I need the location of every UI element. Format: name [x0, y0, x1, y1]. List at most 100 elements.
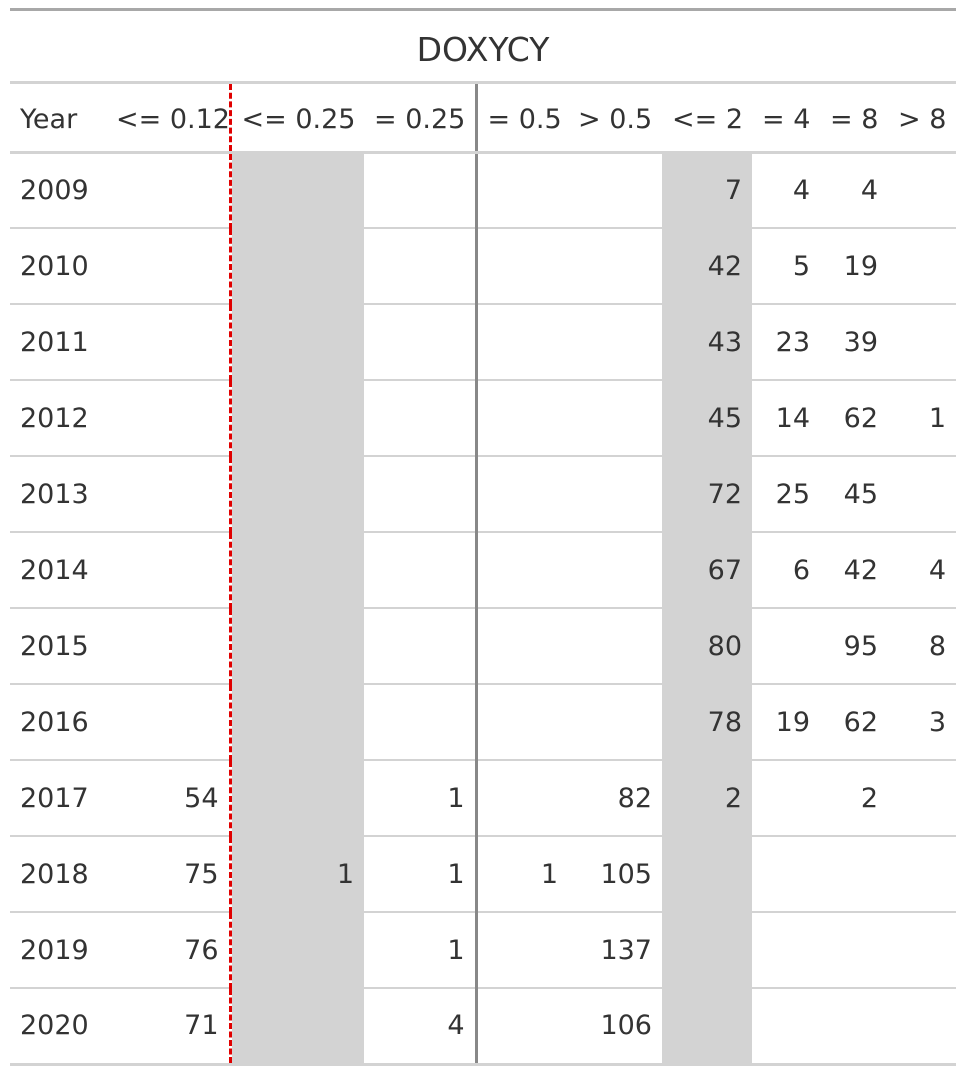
count-cell [364, 608, 478, 685]
table-row: 2013 72 25 45 [10, 456, 956, 533]
table-row: 2015 80 95 8 [10, 608, 956, 685]
count-cell [476, 228, 568, 305]
count-cell [752, 608, 820, 685]
count-cell: 7 [662, 152, 752, 229]
column-header: = 4 [752, 84, 820, 154]
count-cell [364, 380, 478, 457]
count-cell [364, 228, 478, 305]
count-cell: 1 [364, 836, 478, 913]
count-cell [476, 380, 568, 457]
count-cell: 19 [820, 228, 888, 305]
table-row: 2014 67 6 42 4 [10, 532, 956, 609]
count-cell: 137 [568, 912, 662, 989]
count-cell: 6 [752, 532, 820, 609]
count-cell [230, 152, 364, 229]
year-cell: 2020 [10, 988, 106, 1066]
count-cell: 45 [820, 456, 888, 533]
count-cell [106, 380, 232, 457]
count-cell: 42 [820, 532, 888, 609]
count-cell: 95 [820, 608, 888, 685]
header-row: Year <= 0.12 <= 0.25 = 0.25 = 0.5 > 0.5 … [10, 84, 956, 154]
mic-table: Year <= 0.12 <= 0.25 = 0.25 = 0.5 > 0.5 … [10, 84, 956, 1066]
count-cell: 4 [752, 152, 820, 229]
title-rule [10, 81, 956, 84]
count-cell: 62 [820, 684, 888, 761]
column-header-year: Year [10, 84, 106, 154]
count-cell [106, 152, 232, 229]
count-cell [662, 912, 752, 989]
count-cell: 1 [364, 760, 478, 837]
count-cell [364, 684, 478, 761]
count-cell [106, 532, 232, 609]
count-cell: 4 [820, 152, 888, 229]
year-cell: 2010 [10, 228, 106, 305]
count-cell: 2 [662, 760, 752, 837]
count-cell [476, 152, 568, 229]
count-cell [476, 304, 568, 381]
count-cell [568, 684, 662, 761]
count-cell [662, 988, 752, 1066]
count-cell: 42 [662, 228, 752, 305]
count-cell [364, 304, 478, 381]
count-cell: 45 [662, 380, 752, 457]
count-cell: 105 [568, 836, 662, 913]
count-cell [888, 228, 956, 305]
column-header: <= 2 [662, 84, 752, 154]
count-cell: 23 [752, 304, 820, 381]
count-cell: 39 [820, 304, 888, 381]
count-cell: 25 [752, 456, 820, 533]
year-cell: 2009 [10, 152, 106, 229]
count-cell: 43 [662, 304, 752, 381]
table-row: 2011 43 23 39 [10, 304, 956, 381]
count-cell [230, 380, 364, 457]
count-cell [568, 532, 662, 609]
count-cell [568, 152, 662, 229]
year-cell: 2013 [10, 456, 106, 533]
table-title: DOXYCY [416, 30, 550, 69]
count-cell [230, 532, 364, 609]
table-row: 2010 42 5 19 [10, 228, 956, 305]
count-cell [476, 760, 568, 837]
count-cell [568, 304, 662, 381]
count-cell: 1 [230, 836, 364, 913]
top-rule [10, 8, 956, 11]
column-header: = 0.25 [364, 84, 478, 154]
count-cell [364, 532, 478, 609]
column-header: <= 0.12 [106, 84, 232, 154]
count-cell: 4 [364, 988, 478, 1066]
count-cell: 14 [752, 380, 820, 457]
table-row: 2018 75 1 1 1 105 [10, 836, 956, 913]
column-header: = 0.5 [476, 84, 568, 154]
count-cell [888, 760, 956, 837]
year-cell: 2015 [10, 608, 106, 685]
count-cell [106, 456, 232, 533]
count-cell [230, 912, 364, 989]
count-cell: 1 [364, 912, 478, 989]
count-cell: 1 [888, 380, 956, 457]
count-cell: 4 [888, 532, 956, 609]
count-cell [568, 228, 662, 305]
count-cell [106, 304, 232, 381]
year-cell: 2012 [10, 380, 106, 457]
column-header: > 8 [888, 84, 956, 154]
count-cell: 2 [820, 760, 888, 837]
count-cell [476, 608, 568, 685]
count-cell: 71 [106, 988, 232, 1066]
count-cell [568, 456, 662, 533]
count-cell: 1 [476, 836, 568, 913]
table-row: 2019 76 1 137 [10, 912, 956, 989]
count-cell: 82 [568, 760, 662, 837]
column-header: <= 0.25 [230, 84, 364, 154]
count-cell [888, 988, 956, 1066]
count-cell [820, 836, 888, 913]
count-cell: 76 [106, 912, 232, 989]
count-cell [230, 228, 364, 305]
count-cell [888, 836, 956, 913]
column-header: = 8 [820, 84, 888, 154]
count-cell [230, 760, 364, 837]
count-cell [476, 456, 568, 533]
count-cell [888, 304, 956, 381]
count-cell [568, 380, 662, 457]
table-body: 2009 7 4 4 2010 42 5 19 2011 43 23 39 2012 45 14 62 1 201… [10, 152, 956, 1066]
table-row: 2017 54 1 82 2 2 [10, 760, 956, 837]
